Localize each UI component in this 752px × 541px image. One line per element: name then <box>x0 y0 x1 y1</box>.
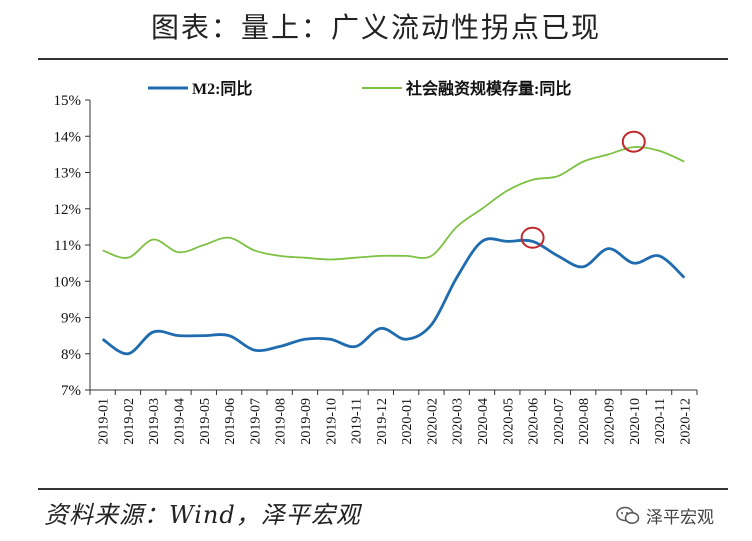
x-tick-label: 2020-12 <box>678 398 693 445</box>
x-tick-label: 2020-01 <box>400 398 415 445</box>
x-tick-label: 2019-10 <box>324 398 339 445</box>
x-tick-label: 2020-09 <box>602 398 617 445</box>
x-tick-label: 2020-07 <box>552 398 567 445</box>
y-tick-label: 9% <box>61 311 81 327</box>
line-chart: 7% 8% 9% 10% 11% 12% 13% 14% 15% 2019-01 2019-02 20… <box>0 0 752 490</box>
x-tick-label: 2019-05 <box>198 398 213 445</box>
wechat-icon <box>616 506 640 526</box>
x-tick-label: 2019-09 <box>299 398 314 445</box>
y-tick-label: 15% <box>54 93 82 109</box>
footer-divider <box>38 488 728 490</box>
series-line-2 <box>103 147 685 259</box>
highlight-circle-2 <box>623 132 645 152</box>
x-tick-label: 2019-08 <box>274 398 289 445</box>
x-tick-label: 2019-07 <box>248 398 263 445</box>
x-tick-label: 2019-06 <box>223 398 238 445</box>
x-tick-label: 2020-08 <box>577 398 592 445</box>
watermark: 泽平宏观 <box>616 503 714 528</box>
y-tick-label: 14% <box>54 129 82 145</box>
legend-label-1: M2:同比 <box>192 80 252 98</box>
x-tick-label: 2019-12 <box>375 398 390 445</box>
y-tick-label: 12% <box>54 202 82 218</box>
x-tick-label: 2020-02 <box>425 398 440 445</box>
x-tick-label: 2019-04 <box>173 398 188 445</box>
x-tick-label: 2020-11 <box>653 398 668 444</box>
watermark-text: 泽平宏观 <box>646 503 714 528</box>
legend-label-2: 社会融资规模存量:同比 <box>405 79 571 98</box>
x-tick-label: 2019-02 <box>122 398 137 445</box>
y-tick-label: 11% <box>54 238 81 254</box>
x-tick-label: 2019-11 <box>350 398 365 444</box>
x-tick-label: 2019-01 <box>97 398 112 445</box>
y-tick-label: 7% <box>61 383 81 399</box>
highlight-circle-1 <box>522 228 544 248</box>
source-note: 资料来源：Wind，泽平宏观 <box>44 495 361 530</box>
x-tick-label: 2019-03 <box>147 398 162 445</box>
x-tick-label: 2020-05 <box>501 398 516 445</box>
x-tick-label: 2020-04 <box>476 398 491 445</box>
x-tick-label: 2020-06 <box>527 398 542 445</box>
x-tick-label: 2020-10 <box>628 398 643 445</box>
y-tick-label: 8% <box>61 347 81 363</box>
y-tick-label: 10% <box>54 274 82 290</box>
x-tick-label: 2020-03 <box>451 398 466 445</box>
y-tick-label: 13% <box>54 166 82 182</box>
